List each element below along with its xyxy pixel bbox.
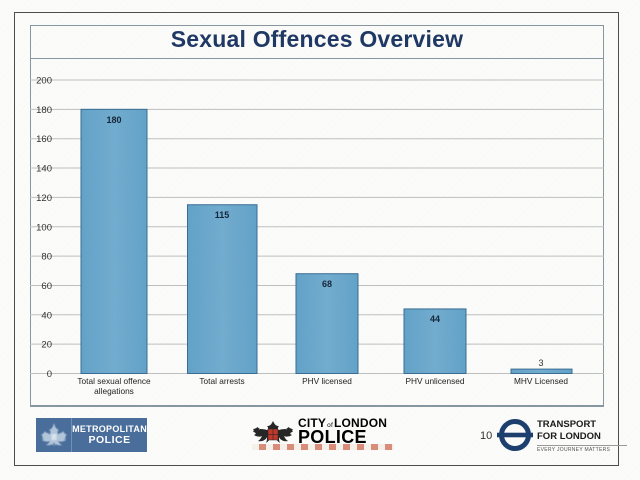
svg-text:40: 40 (41, 310, 52, 321)
svg-text:PHV licensed: PHV licensed (302, 376, 352, 386)
svg-text:20: 20 (41, 340, 52, 351)
svg-text:80: 80 (41, 252, 52, 263)
svg-text:160: 160 (36, 134, 52, 145)
svg-text:PHV unlicensed: PHV unlicensed (405, 376, 464, 386)
svg-text:3: 3 (538, 358, 543, 368)
svg-text:allegations: allegations (94, 386, 134, 396)
svg-text:180: 180 (36, 105, 52, 116)
svg-text:0: 0 (47, 369, 52, 380)
svg-text:100: 100 (36, 222, 52, 233)
svg-text:60: 60 (41, 281, 52, 292)
svg-text:44: 44 (430, 314, 440, 324)
svg-text:68: 68 (322, 279, 332, 289)
svg-text:115: 115 (215, 210, 230, 220)
svg-text:120: 120 (36, 193, 52, 204)
svg-text:200: 200 (36, 76, 52, 87)
svg-text:Total sexual offence: Total sexual offence (77, 376, 151, 386)
svg-text:140: 140 (36, 164, 52, 175)
svg-text:180: 180 (106, 115, 121, 125)
svg-text:MHV Licensed: MHV Licensed (514, 376, 568, 386)
svg-text:Total arrests: Total arrests (199, 376, 244, 386)
